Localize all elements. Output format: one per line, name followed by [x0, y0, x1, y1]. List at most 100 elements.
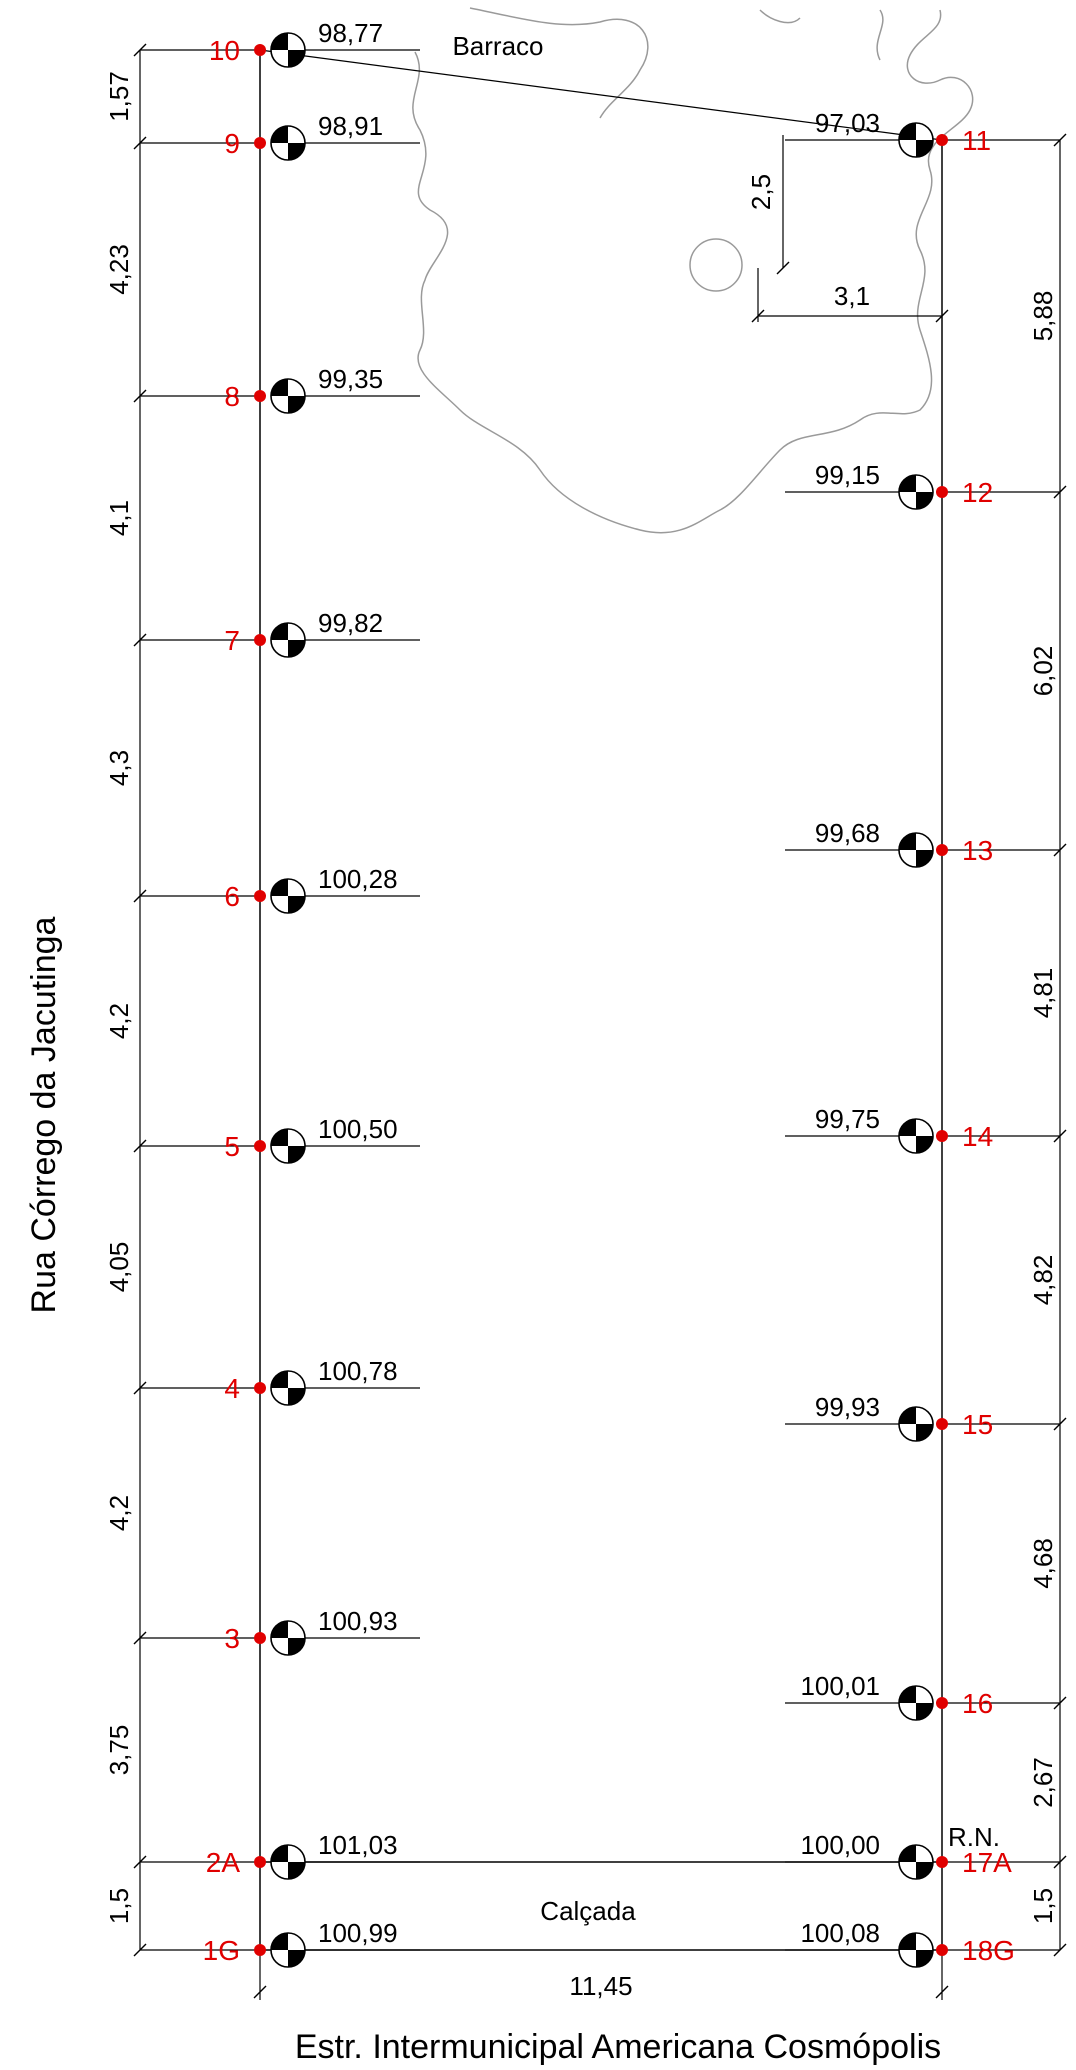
dim-tick	[751, 309, 765, 323]
survey-point-dot	[936, 844, 948, 856]
survey-point-dot	[936, 1130, 948, 1142]
point-id-label: 12	[962, 477, 993, 508]
survey-point-dot	[936, 1856, 948, 1868]
point-id-label: 10	[209, 35, 240, 66]
left-dimension-label: 4,23	[104, 244, 134, 295]
benchmark-quadrant	[899, 1407, 916, 1424]
elevation-label: 99,15	[815, 460, 880, 490]
survey-point-dot	[254, 634, 266, 646]
elevation-label: 98,91	[318, 111, 383, 141]
survey-point-dot	[254, 390, 266, 402]
benchmark-quadrant	[288, 896, 305, 913]
dim-tick	[1053, 1943, 1067, 1957]
left-dimension-label: 4,3	[104, 750, 134, 786]
dim-tick	[1053, 1696, 1067, 1710]
layer: 10 98,77 9 98,91 8 99,35 7 99,82 6 100,28 5 100,50 4…	[104, 18, 1067, 1999]
survey-point-dot	[936, 1697, 948, 1709]
benchmark-quadrant	[288, 50, 305, 67]
benchmark-quadrant	[288, 1146, 305, 1163]
elevation-label: 100,99	[318, 1918, 398, 1948]
elevation-label: 100,00	[800, 1830, 880, 1860]
benchmark-quadrant	[288, 1862, 305, 1879]
left-dimension-label: 4,2	[104, 1003, 134, 1039]
dim-tick	[133, 1139, 147, 1153]
survey-point-dot	[254, 1856, 266, 1868]
survey-point-dot	[936, 1944, 948, 1956]
benchmark-quadrant	[288, 640, 305, 657]
right-dimension-label: 6,02	[1028, 646, 1058, 697]
elevation-label: 100,08	[800, 1918, 880, 1948]
dim-tick	[935, 309, 949, 323]
dim-tick	[133, 43, 147, 57]
benchmark-quadrant	[899, 475, 916, 492]
dim-tick	[1053, 1855, 1067, 1869]
benchmark-quadrant	[916, 492, 933, 509]
elevation-label: 100,28	[318, 864, 398, 894]
elevation-label: 100,93	[318, 1606, 398, 1636]
barraco-vertical-dim-label: 2,5	[746, 174, 776, 210]
point-id-label: 17A	[962, 1847, 1012, 1878]
dim-tick	[133, 1855, 147, 1869]
elevation-label: 99,35	[318, 364, 383, 394]
benchmark-quadrant	[288, 1950, 305, 1967]
rn-label: R.N.	[948, 1822, 1000, 1852]
elevation-label: 97,03	[815, 108, 880, 138]
width-dim-label: 11,45	[569, 1971, 632, 2001]
benchmark-quadrant	[899, 1119, 916, 1136]
benchmark-quadrant	[271, 1129, 288, 1146]
survey-point-dot	[254, 137, 266, 149]
benchmark-quadrant	[271, 1845, 288, 1862]
point-id-label: 1G	[203, 1935, 240, 1966]
benchmark-quadrant	[271, 1371, 288, 1388]
dim-tick	[1053, 1417, 1067, 1431]
dim-tick	[1053, 133, 1067, 147]
benchmark-quadrant	[271, 33, 288, 50]
right-dimension-label: 4,68	[1028, 1538, 1058, 1589]
dim-tick	[133, 136, 147, 150]
right-dimension-label: 4,81	[1028, 968, 1058, 1019]
dim-tick	[935, 1985, 949, 1999]
right-dimension-label: 2,67	[1028, 1757, 1058, 1808]
dim-tick	[1053, 1129, 1067, 1143]
benchmark-quadrant	[271, 879, 288, 896]
left-dimension-label: 4,05	[104, 1242, 134, 1293]
calcada-label: Calçada	[540, 1896, 636, 1926]
benchmark-quadrant	[271, 379, 288, 396]
elevation-label: 98,77	[318, 18, 383, 48]
benchmark-quadrant	[288, 396, 305, 413]
dim-tick	[133, 1943, 147, 1957]
benchmark-quadrant	[271, 623, 288, 640]
point-id-label: 8	[224, 381, 240, 412]
survey-point-dot	[254, 1632, 266, 1644]
survey-point-dot	[254, 1140, 266, 1152]
point-id-label: 14	[962, 1121, 993, 1152]
point-id-label: 9	[224, 128, 240, 159]
barraco-label: Barraco	[452, 31, 543, 61]
right-dimension-label: 5,88	[1028, 291, 1058, 342]
benchmark-quadrant	[916, 140, 933, 157]
dim-tick	[133, 1631, 147, 1645]
point-id-label: 13	[962, 835, 993, 866]
elevation-label: 99,93	[815, 1392, 880, 1422]
dim-tick	[133, 389, 147, 403]
survey-point-dot	[254, 1944, 266, 1956]
point-id-label: 4	[224, 1373, 240, 1404]
tree-circle	[689, 238, 743, 292]
survey-point-dot	[254, 44, 266, 56]
dim-tick	[253, 1985, 267, 1999]
point-id-label: 2A	[206, 1847, 241, 1878]
benchmark-quadrant	[899, 1845, 916, 1862]
elevation-label: 100,78	[318, 1356, 398, 1386]
survey-point-dot	[254, 890, 266, 902]
right-dimension-label: 1,5	[1028, 1888, 1058, 1924]
left-dimension-label: 4,2	[104, 1495, 134, 1531]
benchmark-quadrant	[916, 1136, 933, 1153]
dim-tick	[1053, 843, 1067, 857]
elevation-label: 99,68	[815, 818, 880, 848]
benchmark-quadrant	[288, 1388, 305, 1405]
benchmark-quadrant	[916, 1703, 933, 1720]
left-dimension-label: 1,5	[104, 1888, 134, 1924]
survey-point-dot	[254, 1382, 266, 1394]
survey-point-dot	[936, 134, 948, 146]
